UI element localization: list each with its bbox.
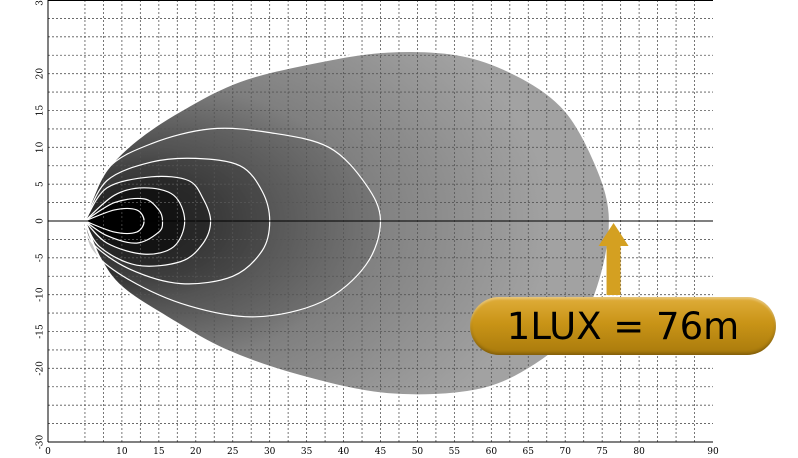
x-tick-label: 55 — [449, 447, 461, 457]
y-tick-label: -10 — [36, 287, 46, 302]
x-tick-label: 35 — [301, 447, 313, 457]
y-tick-label: -20 — [36, 361, 46, 376]
x-tick-label: 10 — [116, 447, 128, 457]
x-tick-label: 90 — [707, 447, 719, 457]
x-tick-label: 30 — [264, 447, 276, 457]
y-tick-label: 10 — [36, 141, 46, 153]
y-tick-label: 15 — [36, 105, 46, 117]
callout-arrow — [598, 223, 629, 295]
axis-layer — [47, 0, 713, 443]
x-tick-label: 20 — [190, 447, 202, 457]
isolux-contour-0 — [83, 50, 611, 397]
y-tick-label: 30 — [36, 0, 46, 6]
x-tick-label: 50 — [412, 447, 424, 457]
x-tick-label: 25 — [227, 447, 239, 457]
y-tick-label: 20 — [36, 68, 46, 80]
x-tick-label: 45 — [375, 447, 387, 457]
x-tick-label: 80 — [633, 447, 645, 457]
x-tick-label: 65 — [523, 447, 535, 457]
y-tick-label: -15 — [36, 324, 46, 339]
tick-layer: 0 10 15 20 25 30 35 40 45 50 55 60 65 70 75 80 903020151… — [36, 0, 719, 457]
x-tick-label: 15 — [153, 447, 165, 457]
x-tick-label: 60 — [486, 447, 498, 457]
y-tick-label: -5 — [36, 253, 46, 262]
x-tick-label: 0 — [45, 447, 51, 457]
y-tick-label: 5 — [36, 181, 46, 187]
x-tick-label: 70 — [559, 447, 571, 457]
y-tick-label: 0 — [36, 218, 46, 224]
x-tick-label: 75 — [596, 447, 608, 457]
isolux-contour-1 — [84, 127, 382, 318]
y-tick-label: -30 — [36, 434, 46, 449]
arrow-layer — [598, 223, 629, 295]
callout-label: 1LUX = 76m — [470, 297, 776, 355]
x-tick-label: 40 — [338, 447, 350, 457]
